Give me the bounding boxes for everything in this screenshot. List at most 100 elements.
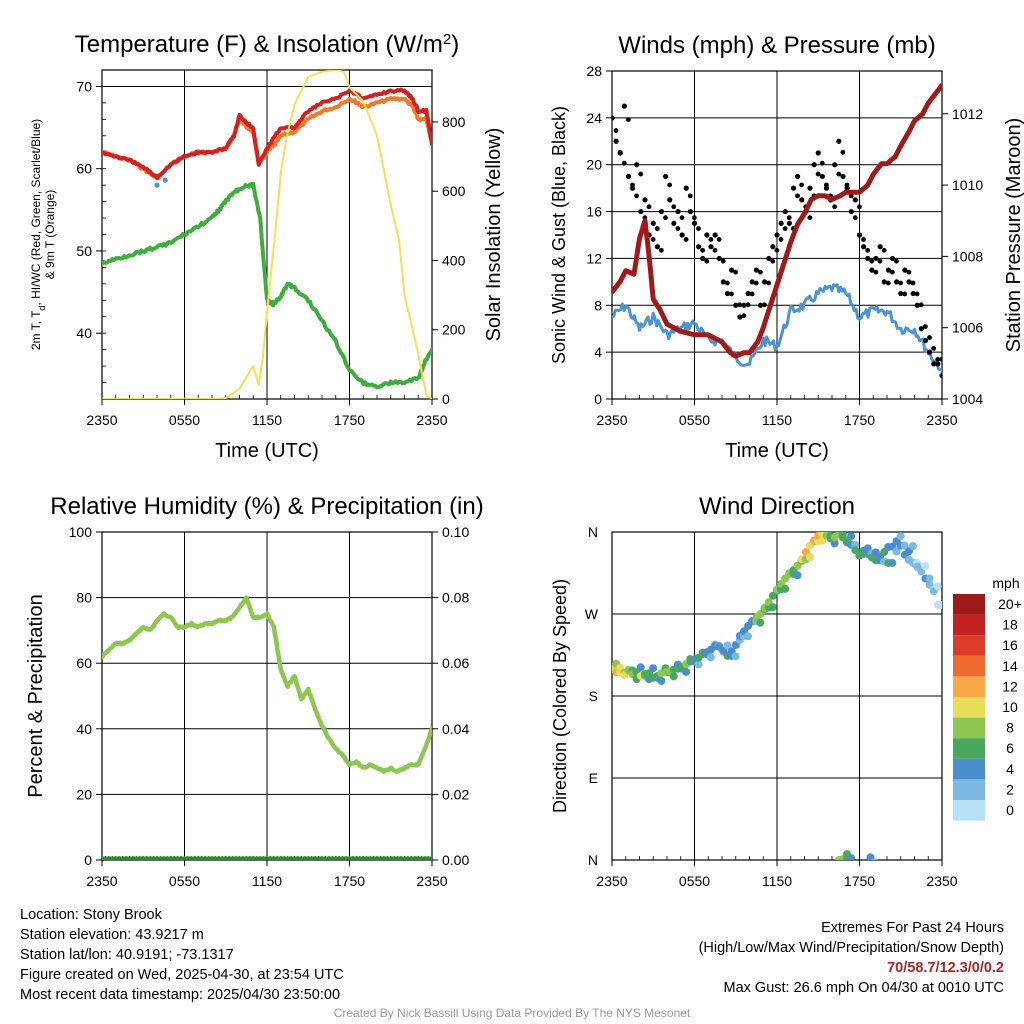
gust-point [696, 244, 702, 250]
gust-point [671, 220, 677, 226]
y-tick-label: 20 [76, 786, 92, 802]
legend-label: 18 [1002, 617, 1018, 633]
legend-swatch [953, 738, 985, 759]
gust-point [856, 232, 863, 238]
y2-tick-label: 1012 [952, 106, 983, 122]
legend-label: 6 [1006, 740, 1014, 756]
gust-point [906, 269, 912, 275]
gust-point [790, 185, 797, 191]
legend-swatch [953, 676, 985, 697]
y2-tick-label: 1010 [952, 177, 983, 193]
gust-point [696, 226, 701, 231]
plot-frame [101, 69, 433, 400]
direction-point [744, 632, 752, 641]
legend-swatch [953, 717, 985, 739]
gust-point [704, 258, 710, 264]
gust-point [906, 279, 912, 285]
y-axis-label-line: & 9m T (Orange) [43, 190, 57, 280]
gust-point [935, 356, 941, 362]
legend-swatch [953, 614, 985, 636]
x-tick-label: 0550 [679, 412, 710, 428]
x-tick-label: 2350 [416, 412, 447, 428]
gust-point [745, 290, 751, 297]
elevation-text: Station elevation: 43.9217 m [20, 927, 204, 943]
gust-point [807, 185, 813, 191]
direction-point [866, 853, 875, 860]
y-tick-label: 80 [76, 590, 92, 606]
y-tick-label: E [589, 770, 598, 786]
direction-point [649, 664, 658, 673]
direction-point [657, 676, 666, 685]
gust-point [675, 208, 681, 215]
gust-point [679, 215, 685, 221]
gust-point [625, 173, 632, 180]
plot-area [612, 532, 942, 860]
legend-title: mph [992, 575, 1019, 591]
x-tick-label: 0550 [679, 873, 710, 889]
chart-title: Winds (mph) & Pressure (mb) [618, 32, 935, 59]
legend-label: 10 [1002, 699, 1018, 715]
legend-label: 8 [1006, 720, 1014, 736]
plot-area [102, 595, 432, 860]
gust-point [902, 267, 908, 273]
gust-point [902, 291, 908, 297]
y2-tick-label: 200 [442, 322, 466, 338]
direction-point [933, 582, 942, 591]
gust-point [724, 280, 730, 286]
gust-point [650, 237, 656, 242]
x-tick-label: 1750 [334, 873, 365, 889]
direction-point [871, 858, 878, 860]
gust-point [766, 255, 772, 262]
gust-point [617, 150, 623, 156]
gust-point [687, 193, 693, 199]
plot-area [612, 82, 942, 379]
x-tick-label: 1750 [334, 412, 365, 428]
direction-point [847, 532, 856, 541]
gust-point [675, 226, 681, 231]
legend-label: 20+ [998, 596, 1022, 612]
direction-point [892, 547, 901, 556]
plot-frame [611, 70, 943, 400]
gust-point [922, 324, 928, 330]
gust-point [749, 291, 755, 297]
gust-point [856, 204, 862, 210]
x-tick-label: 1150 [762, 412, 792, 428]
legend-swatch [953, 697, 985, 718]
y2-tick-label: 400 [442, 252, 466, 268]
gust-point [621, 103, 627, 109]
extremes-subtitle: (High/Low/Max Wind/Precipitation/Snow De… [698, 940, 1004, 956]
gust-point [832, 204, 838, 210]
x-tick-label: 1150 [762, 873, 792, 889]
gust-point [927, 335, 932, 340]
x-axis-label: Time (UTC) [215, 440, 319, 462]
plot-frame [611, 531, 943, 861]
direction-point [723, 641, 732, 650]
gust-point [663, 173, 669, 180]
gust-point [918, 326, 924, 332]
station-info: Location: Stony Brook Station elevation:… [20, 905, 344, 1005]
gust-point [823, 185, 830, 191]
gust-point [865, 247, 871, 253]
chart-temp: Temperature (F) & Insolation (W/m2) 2350 0… [29, 31, 505, 463]
y-axis-label-subscript: d [37, 306, 47, 311]
gust-point [613, 128, 619, 133]
y-tick-label: N [588, 524, 598, 540]
y-tick-label: 12 [586, 250, 602, 266]
series-line-rh [102, 595, 432, 774]
gust-point [898, 290, 904, 297]
gust-point [935, 361, 941, 367]
gust-point [724, 290, 731, 297]
x-axis-label: Time (UTC) [725, 440, 829, 462]
gust-point [704, 232, 710, 238]
legend-swatch [953, 800, 985, 821]
series-line-pressure [612, 82, 942, 359]
gust-point [877, 244, 883, 250]
gust-point [894, 258, 899, 264]
gust-point [757, 269, 763, 275]
chart-dir: Wind Direction 2350 0550 1150 1750 2350 N E S W N D… [550, 493, 1022, 889]
gust-point [873, 255, 879, 262]
gust-point [939, 356, 942, 362]
created-text: Figure created on Wed, 2025-04-30, at 23… [20, 967, 344, 983]
gust-point [811, 162, 817, 168]
direction-point [900, 541, 909, 550]
